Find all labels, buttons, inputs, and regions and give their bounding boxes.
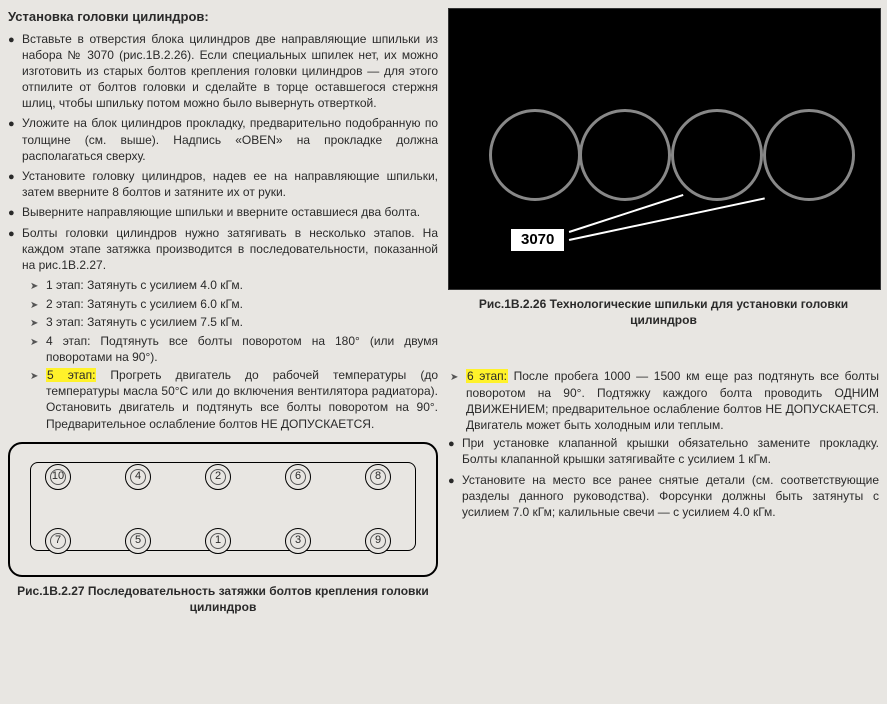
step-item: 4 этап: Подтянуть все болты поворотом на… bbox=[30, 333, 438, 365]
highlight-step6: 6 этап: bbox=[466, 369, 508, 383]
caption-1b226: Рис.1В.2.26 Технологические шпильки для … bbox=[448, 296, 879, 328]
caption-1b227: Рис.1В.2.27 Последовательность затяжки б… bbox=[8, 583, 438, 615]
bolt-10: 10 bbox=[45, 464, 71, 490]
photo-1b226: 3070 bbox=[448, 8, 881, 290]
bolt-5: 5 bbox=[125, 528, 151, 554]
bullet-item: Установите на место все ранее снятые дет… bbox=[448, 472, 879, 521]
bolt-4: 4 bbox=[125, 464, 151, 490]
bolt-7: 7 bbox=[45, 528, 71, 554]
bullet-item: Болты головки цилиндров нужно затягивать… bbox=[8, 225, 438, 274]
bolt-2: 2 bbox=[205, 464, 231, 490]
label-3070: 3070 bbox=[509, 227, 566, 253]
bolt-sequence-diagram: 10 4 2 6 8 7 5 1 3 9 bbox=[8, 442, 438, 577]
right-column: 3070 Рис.1В.2.26 Технологические шпильки… bbox=[448, 8, 879, 696]
highlight-step5: 5 этап: bbox=[46, 368, 96, 382]
bullet-item: Уложите на блок цилиндров прокладку, пре… bbox=[8, 115, 438, 164]
step-item: 3 этап: Затянуть с усилием 7.5 кГм. bbox=[30, 314, 438, 331]
bolt-3: 3 bbox=[285, 528, 311, 554]
bullet-item: Вставьте в отверстия блока цилиндров две… bbox=[8, 31, 438, 112]
bolt-6: 6 bbox=[285, 464, 311, 490]
step-5: 5 этап: Прогреть двигатель до рабочей те… bbox=[30, 367, 438, 432]
left-column: Установка головки цилиндров: Вставьте в … bbox=[8, 8, 438, 696]
step-item: 1 этап: Затянуть с усилием 4.0 кГм. bbox=[30, 277, 438, 294]
bullet-item: Установите головку цилиндров, надев ее н… bbox=[8, 168, 438, 200]
section-heading: Установка головки цилиндров: bbox=[8, 8, 438, 26]
bolt-1: 1 bbox=[205, 528, 231, 554]
bullet-item: При установке клапанной крышки обязатель… bbox=[448, 435, 879, 467]
bolt-9: 9 bbox=[365, 528, 391, 554]
bolt-8: 8 bbox=[365, 464, 391, 490]
step-item: 2 этап: Затянуть с усилием 6.0 кГм. bbox=[30, 296, 438, 313]
step-6: 6 этап: После пробега 1000 — 1500 км еще… bbox=[450, 368, 879, 433]
bullet-item: Выверните направляющие шпильки и ввернит… bbox=[8, 204, 438, 220]
